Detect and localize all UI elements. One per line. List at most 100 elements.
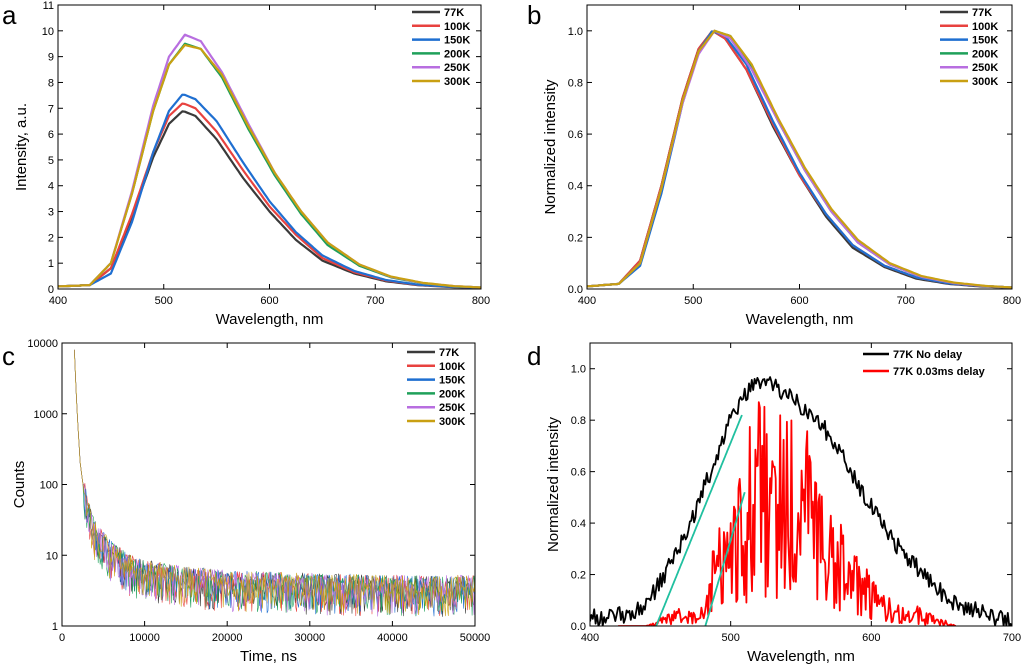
y-tick-label: 0.4: [568, 181, 583, 193]
x-axis-title: Wavelength, nm: [746, 311, 854, 328]
legend-label: 150K: [444, 35, 470, 47]
y-tick-label: 1.0: [571, 364, 586, 376]
x-tick-label: 50000: [460, 632, 491, 644]
series-group: [590, 376, 1012, 626]
legend-label: 200K: [972, 48, 998, 60]
x-tick-label: 500: [721, 632, 739, 644]
x-tick-label: 700: [897, 295, 915, 307]
panel-letter: c: [2, 341, 15, 371]
y-axis-title: Normalized intensity: [545, 416, 562, 552]
y-tick-label: 3: [48, 207, 54, 219]
x-tick-label: 0: [59, 632, 65, 644]
y-axis-title: Intensity, a.u.: [13, 103, 30, 191]
legend: 77K No delay 77K 0.03ms delay: [863, 349, 986, 378]
series-line-77k-no-delay: [590, 376, 1012, 626]
series-line-150k: [587, 30, 1012, 289]
y-tick-label: 2: [48, 232, 54, 244]
legend-label: 77K: [444, 7, 464, 19]
series-line-300k: [58, 43, 481, 289]
series-line-fit-2: [704, 492, 746, 626]
y-tick-label: 6: [48, 129, 54, 141]
series-line-100k: [58, 102, 481, 289]
legend-label: 250K: [439, 402, 465, 414]
series-line-300k: [587, 29, 1012, 289]
x-tick-label: 400: [581, 632, 599, 644]
x-axis-title: Wavelength, nm: [216, 311, 324, 328]
series-line-77k-0.03ms-delay: [618, 401, 957, 626]
x-tick-label: 20000: [212, 632, 243, 644]
x-tick-label: 800: [1003, 295, 1021, 307]
y-tick-label: 10: [42, 26, 54, 38]
x-axis-title: Time, ns: [240, 648, 297, 665]
legend-label: 300K: [444, 76, 470, 88]
panel-letter: a: [2, 0, 17, 30]
x-tick-label: 600: [862, 632, 880, 644]
legend-label: 100K: [439, 361, 465, 373]
x-tick-label: 40000: [377, 632, 408, 644]
y-axis-title: Counts: [11, 461, 28, 509]
panel-letter: b: [527, 0, 541, 30]
y-tick-label: 4: [48, 181, 54, 193]
chart-panel-d: d 400 500 600 700 0.0 0.2 0.4 0.6 0.8 1.0 Wavelengt…: [527, 341, 1021, 665]
legend-label: 77K 0.03ms delay: [893, 366, 986, 378]
x-tick-label: 400: [578, 295, 596, 307]
x-axis-title: Wavelength, nm: [747, 648, 855, 665]
x-tick-label: 800: [472, 295, 490, 307]
y-tick-label: 0.4: [571, 518, 586, 530]
y-tick-label: 11: [43, 0, 54, 12]
x-tick-label: 10000: [129, 632, 160, 644]
y-tick-label: 1: [52, 621, 58, 633]
series-line-fit-1: [655, 414, 743, 626]
y-tick-label: 5: [48, 155, 54, 167]
legend-label: 100K: [444, 21, 470, 33]
legend-label: 300K: [439, 416, 465, 428]
y-tick-label: 0.6: [568, 129, 583, 141]
y-axis-title: Normalized intensity: [542, 79, 559, 215]
x-tick-label: 30000: [295, 632, 326, 644]
y-tick-label: 0.2: [568, 232, 583, 244]
x-tick-label: 400: [49, 295, 67, 307]
plot-frame: [586, 4, 1013, 290]
legend-label: 77K: [439, 347, 459, 359]
x-tick-label: 500: [684, 295, 702, 307]
legend-label: 77K: [972, 7, 992, 19]
y-tick-label: 9: [48, 52, 54, 64]
y-tick-label: 8: [48, 77, 54, 89]
x-tick-label: 500: [155, 295, 173, 307]
y-tick-label: 0: [48, 284, 54, 296]
y-tick-label: 1000: [34, 409, 58, 421]
y-tick-label: 100: [40, 480, 58, 492]
y-tick-label: 0.0: [568, 284, 583, 296]
legend-label: 77K No delay: [893, 349, 963, 361]
y-tick-label: 0.8: [568, 77, 583, 89]
legend-label: 300K: [972, 76, 998, 88]
legend-label: 150K: [972, 35, 998, 47]
x-tick-label: 600: [260, 295, 278, 307]
y-tick-label: 10000: [27, 338, 58, 350]
chart-panel-b: b 400 500 600 700 800 0.0 0.2 0.4 0.6 0.8 1.0 Wavele…: [527, 0, 1021, 328]
series-line-300k: [74, 349, 475, 617]
plot-frame: [589, 342, 1013, 627]
y-tick-label: 0.6: [571, 467, 586, 479]
legend-label: 200K: [444, 48, 470, 60]
legend-label: 250K: [972, 62, 998, 74]
series-group: [587, 29, 1012, 289]
legend-label: 150K: [439, 375, 465, 387]
y-tick-label: 1: [48, 258, 54, 270]
legend-label: 100K: [972, 21, 998, 33]
x-tick-label: 700: [366, 295, 384, 307]
panel-letter: d: [527, 341, 541, 371]
y-tick-label: 0.8: [571, 415, 586, 427]
x-tick-label: 600: [790, 295, 808, 307]
chart-panel-a: a 400 500 600 700 800 0 1 2 3 4 5 6 7 8 9 10 11 Wavelength…: [2, 0, 490, 328]
series-line-150k: [58, 93, 481, 289]
chart-panel-c: c 0 10000 20000 30000 40000 50000 1 10 100 1000 100…: [2, 338, 490, 665]
y-tick-label: 10: [46, 550, 58, 562]
series-group: [58, 33, 481, 289]
legend-label: 200K: [439, 388, 465, 400]
x-tick-label: 700: [1003, 632, 1021, 644]
